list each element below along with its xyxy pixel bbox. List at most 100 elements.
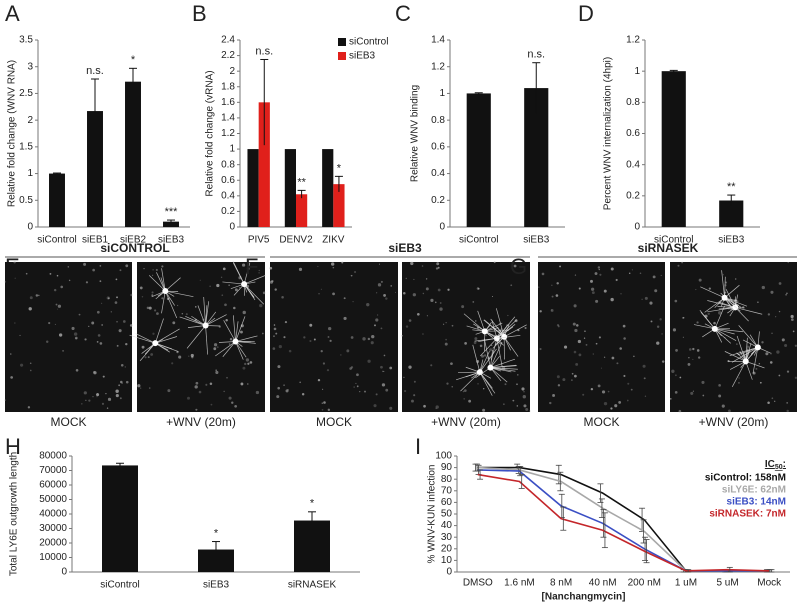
speck (483, 354, 487, 357)
speck (331, 262, 335, 266)
legend-title-part: : (783, 459, 786, 470)
y-tick-label: 0.4 (221, 190, 235, 201)
speck (210, 403, 213, 406)
filament (714, 328, 735, 335)
speck (258, 272, 260, 274)
significance-label: * (131, 54, 136, 66)
speck (274, 288, 277, 291)
significance-label: *** (165, 206, 179, 218)
speck (249, 361, 253, 364)
speck (556, 323, 560, 327)
y-tick-label: 70000 (39, 465, 67, 476)
speck (320, 350, 323, 353)
speck (137, 384, 141, 388)
speck (639, 272, 642, 275)
error-bar (308, 511, 316, 530)
speck (120, 364, 124, 367)
speck (320, 288, 322, 290)
speck (477, 383, 479, 385)
speck (83, 262, 87, 266)
speck (390, 285, 392, 287)
speck (96, 393, 100, 397)
speck (29, 369, 32, 372)
speck (461, 305, 465, 309)
x-tick-label: siControl (459, 235, 498, 246)
speck (437, 288, 441, 292)
filament (484, 331, 502, 340)
speck (85, 399, 87, 401)
speck (29, 362, 32, 365)
speck (661, 360, 665, 363)
filament (490, 367, 518, 370)
image-title: siEB3 (388, 241, 422, 255)
speck (671, 369, 675, 373)
speck (380, 327, 383, 330)
filament (456, 371, 480, 381)
significance-label: n.s. (527, 49, 545, 61)
error-bar (560, 506, 567, 531)
error-bar (518, 474, 525, 489)
speck (435, 405, 439, 409)
significance-label: n.s. (86, 65, 104, 77)
speck (161, 265, 164, 268)
bar (247, 149, 259, 227)
filament (745, 337, 748, 362)
speck (130, 293, 133, 297)
error-bar (726, 566, 733, 573)
speck (724, 281, 728, 284)
error-bar (598, 498, 605, 518)
speck (228, 396, 232, 400)
speck (106, 407, 109, 409)
speck (101, 402, 105, 405)
x-tick-label: siEB3 (203, 580, 230, 591)
speck (299, 381, 301, 384)
speck (367, 337, 371, 341)
speck (675, 374, 677, 377)
speck (623, 374, 626, 377)
y-tick-label: 1.8 (221, 81, 235, 92)
speck (125, 380, 129, 384)
speck (507, 314, 509, 317)
speck (233, 306, 236, 310)
error-bar (685, 569, 692, 573)
speck (245, 358, 250, 362)
bar (333, 184, 345, 227)
speck (614, 404, 618, 408)
speck (660, 274, 662, 276)
speck (479, 344, 483, 348)
speck (775, 316, 777, 318)
speck (522, 395, 526, 399)
speck (563, 345, 568, 349)
speck (362, 337, 366, 341)
speck (220, 276, 223, 279)
speck (273, 335, 275, 338)
speck (187, 396, 190, 400)
speck (367, 359, 371, 363)
speck (622, 324, 626, 328)
filament (165, 277, 181, 292)
speck (88, 399, 91, 402)
speck (14, 277, 16, 279)
filament (129, 334, 156, 344)
bar (102, 465, 138, 572)
speck (56, 308, 59, 310)
y-tick-label: 90 (441, 462, 453, 473)
cluster (711, 325, 718, 332)
speck (382, 370, 384, 373)
speck (389, 366, 393, 370)
filament (490, 358, 516, 368)
speck (403, 376, 405, 378)
speck (615, 278, 618, 282)
speck (99, 265, 102, 267)
speck (141, 296, 144, 298)
speck (603, 289, 607, 293)
y-tick-label: 0.5 (19, 195, 33, 206)
speck (181, 312, 184, 315)
speck (572, 322, 576, 326)
speck (523, 404, 527, 408)
legend-label: siControl (349, 37, 388, 48)
speck (599, 273, 602, 276)
filament (503, 324, 527, 338)
speck (445, 321, 447, 324)
speck (681, 261, 683, 264)
